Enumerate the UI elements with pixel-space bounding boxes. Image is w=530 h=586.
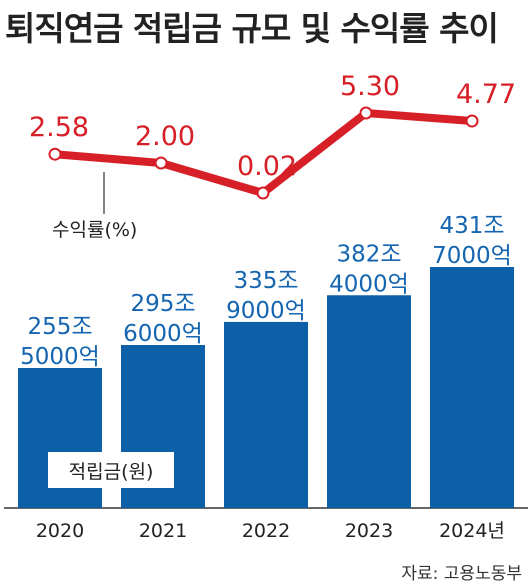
bar-2023: [327, 295, 411, 508]
bar-value-label: 9000억: [226, 298, 306, 324]
bar-value-label: 4000억: [329, 271, 409, 297]
labels-layer: 255조 5000억 2020 295조 6000억 2021 335조 9000억 2022 3…: [20, 71, 516, 542]
bar-value-label: 382조: [336, 241, 401, 267]
line-point: [48, 147, 62, 161]
x-tick-label: 2020: [36, 520, 84, 542]
bar-series-name: 적립금(원): [69, 461, 154, 483]
x-tick-label: 2023: [345, 520, 393, 542]
x-tick-label: 2022: [242, 520, 290, 542]
line-point: [359, 106, 373, 120]
line-value-label: 2.00: [135, 121, 195, 152]
bar-value-label: 5000억: [20, 344, 100, 370]
line-value-label: 0.02: [237, 151, 297, 182]
bar-value-label: 295조: [130, 291, 195, 317]
source-note: 자료: 고용노동부: [401, 564, 522, 584]
line-point: [154, 156, 168, 170]
bar-value-label: 6000억: [123, 321, 203, 347]
bar-value-label: 431조: [439, 213, 504, 239]
line-series-name: 수익률(%): [52, 219, 137, 241]
x-tick-label: 2021: [139, 520, 187, 542]
x-tick-label: 2024년: [439, 520, 505, 542]
line-point: [256, 186, 270, 200]
bar-2024년: [430, 267, 514, 508]
line-point: [465, 114, 479, 128]
chart-title: 퇴직연금 적립금 규모 및 수익률 추이: [5, 9, 499, 48]
line-layer: [48, 106, 479, 214]
bar-legend-box: [48, 452, 174, 488]
line-value-label: 2.58: [29, 112, 89, 143]
line-value-label: 5.30: [340, 71, 400, 102]
bar-value-label: 7000억: [432, 243, 512, 269]
bar-2022: [224, 321, 308, 508]
bars-layer: [18, 267, 514, 508]
bar-value-label: 335조: [233, 268, 298, 294]
line-value-label: 4.77: [456, 79, 516, 110]
bar-value-label: 255조: [27, 314, 92, 340]
